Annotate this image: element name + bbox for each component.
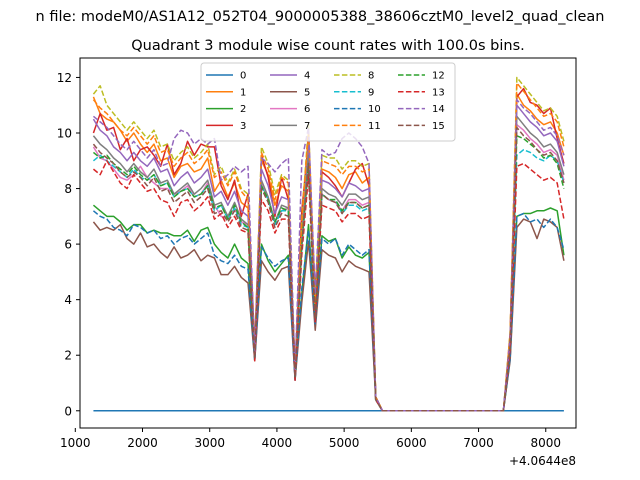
legend-label-13: 13 [432,87,445,98]
legend-frame [200,62,456,142]
plot-area [92,76,565,412]
legend-label-2: 2 [240,104,246,115]
y-axis: 0 2 4 6 8 10 12 [57,71,80,418]
legend-label-15: 15 [432,121,445,132]
x-tick-label: 5000 [329,436,360,450]
y-tick-label: 10 [57,127,72,141]
axes-frame [79,57,577,429]
x-tick-label: 6000 [396,436,427,450]
y-tick-label: 6 [64,238,72,252]
x-tick-label: 8000 [530,436,561,450]
legend-label-7: 7 [304,121,310,132]
x-tick-label: 7000 [463,436,494,450]
series-line-12 [92,135,565,412]
x-tick-label: 1000 [60,436,91,450]
figure-suptitle: n file: modeM0/AS1A12_052T04_9000005388_… [36,9,605,25]
legend-label-12: 12 [432,71,445,82]
x-offset-label: +4.0644e8 [509,454,576,468]
legend-label-9: 9 [368,87,374,98]
y-tick-label: 2 [64,349,72,363]
legend-label-1: 1 [240,87,246,98]
series-line-15 [92,126,565,412]
legend-label-8: 8 [368,71,374,82]
legend-label-3: 3 [240,121,246,132]
legend-label-0: 0 [240,71,246,82]
legend-label-5: 5 [304,87,310,98]
y-tick-label: 0 [64,404,72,418]
y-tick-label: 8 [64,182,72,196]
y-tick-label: 12 [57,71,72,85]
series-layer [92,76,565,412]
legend-label-4: 4 [304,71,310,82]
x-axis: 1000 2000 3000 4000 5000 6000 7000 8000 [60,428,561,450]
x-tick-label: 4000 [262,436,293,450]
legend-label-6: 6 [304,104,310,115]
y-tick-label: 4 [64,293,72,307]
chart-title: Quadrant 3 module wise count rates with … [131,38,525,54]
x-tick-label: 2000 [127,436,158,450]
series-line-11 [92,82,565,412]
series-line-10 [92,210,565,412]
legend-label-10: 10 [368,104,381,115]
legend-label-11: 11 [368,121,381,132]
x-tick-label: 3000 [194,436,225,450]
legend-label-14: 14 [432,104,445,115]
